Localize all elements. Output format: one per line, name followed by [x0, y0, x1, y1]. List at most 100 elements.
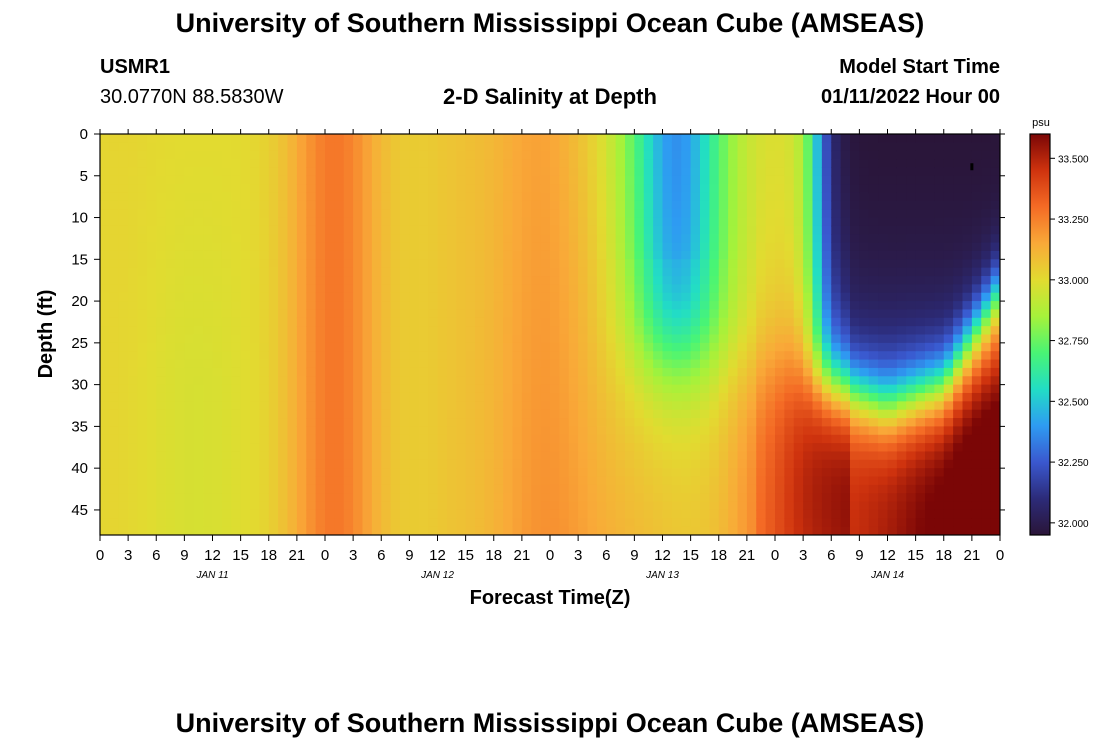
heatmap-cell — [428, 367, 439, 377]
heatmap-cell — [475, 326, 485, 336]
heatmap-cell — [334, 142, 345, 152]
y-tick-label: 35 — [71, 418, 88, 435]
heatmap-cell — [353, 334, 364, 344]
heatmap-cell — [165, 426, 176, 436]
heatmap-cell — [128, 392, 139, 402]
heatmap-cell — [653, 509, 664, 519]
heatmap-cell — [578, 468, 589, 478]
heatmap-cell — [812, 334, 823, 344]
heatmap-cell — [203, 175, 214, 185]
heatmap-cell — [700, 526, 710, 535]
heatmap-cell — [700, 493, 710, 503]
heatmap-cell — [250, 434, 260, 444]
heatmap-cell — [493, 242, 504, 252]
heatmap-cell — [268, 526, 279, 535]
heatmap-cell — [812, 392, 823, 402]
heatmap-cell — [981, 451, 992, 461]
heatmap-cell — [278, 134, 289, 143]
heatmap-cell — [550, 526, 560, 535]
heatmap-cell — [362, 242, 373, 252]
y-tick-label: 30 — [71, 377, 88, 394]
heatmap-cell — [540, 526, 551, 535]
heatmap-cell — [446, 518, 457, 528]
heatmap-cell — [812, 167, 823, 177]
heatmap-cell — [278, 292, 289, 302]
heatmap-cell — [268, 501, 279, 511]
heatmap-cell — [943, 351, 954, 361]
heatmap-cell — [456, 225, 467, 235]
heatmap-cell — [643, 501, 654, 511]
heatmap-cell — [587, 418, 598, 427]
heatmap-cell — [775, 175, 785, 185]
heatmap-cell — [296, 526, 307, 535]
heatmap-cell — [812, 476, 823, 486]
heatmap-cell — [287, 409, 298, 419]
heatmap-cell — [531, 367, 542, 377]
heatmap-cell — [175, 259, 185, 269]
heatmap-cell — [578, 367, 589, 377]
heatmap-cell — [653, 209, 664, 219]
heatmap-cell — [962, 234, 973, 244]
heatmap-cell — [821, 518, 832, 528]
heatmap-cell — [146, 418, 157, 427]
heatmap-cell — [221, 175, 232, 185]
heatmap-cell — [962, 334, 973, 344]
heatmap-cell — [700, 326, 710, 336]
heatmap-cell — [175, 459, 185, 469]
heatmap-cell — [690, 217, 701, 227]
heatmap-cell — [671, 426, 682, 436]
heatmap-cell — [606, 342, 617, 352]
heatmap-cell — [465, 443, 476, 453]
heatmap-cell — [137, 175, 148, 185]
heatmap-cell — [175, 159, 185, 169]
heatmap-cell — [400, 192, 410, 202]
heatmap-cell — [943, 192, 954, 202]
heatmap-cell — [568, 301, 579, 311]
heatmap-cell — [296, 401, 307, 411]
heatmap-cell — [456, 192, 467, 202]
heatmap-cell — [212, 443, 223, 453]
heatmap-cell — [203, 376, 214, 386]
heatmap-cell — [840, 351, 851, 361]
heatmap-cell — [821, 301, 832, 311]
heatmap-cell — [559, 451, 570, 461]
heatmap-cell — [981, 175, 992, 185]
heatmap-cell — [887, 234, 898, 244]
heatmap-cell — [606, 468, 617, 478]
heatmap-cell — [700, 376, 710, 386]
heatmap-cell — [175, 134, 185, 143]
heatmap-cell — [418, 451, 429, 461]
heatmap-cell — [503, 418, 514, 427]
heatmap-cell — [887, 326, 898, 336]
heatmap-cell — [578, 276, 589, 285]
heatmap-cell — [690, 234, 701, 244]
heatmap-cell — [475, 167, 485, 177]
heatmap-cell — [803, 292, 814, 302]
heatmap-cell — [775, 301, 785, 311]
heatmap-cell — [671, 409, 682, 419]
heatmap-cell — [887, 184, 898, 194]
heatmap-cell — [128, 292, 139, 302]
heatmap-cell — [596, 234, 607, 244]
heatmap-cell — [203, 217, 214, 227]
heatmap-cell — [221, 250, 232, 260]
heatmap-cell — [962, 184, 973, 194]
heatmap-cell — [156, 317, 167, 327]
heatmap-cell — [184, 209, 195, 219]
heatmap-cell — [587, 167, 598, 177]
heatmap-cell — [437, 192, 448, 202]
heatmap-cell — [981, 484, 992, 494]
heatmap-cell — [634, 501, 645, 511]
heatmap-cell — [325, 484, 335, 494]
heatmap-cell — [306, 401, 317, 411]
heatmap-cell — [709, 367, 720, 377]
heatmap-cell — [146, 192, 157, 202]
heatmap-cell — [325, 459, 335, 469]
heatmap-cell — [962, 142, 973, 152]
heatmap-cell — [221, 451, 232, 461]
heatmap-cell — [100, 526, 110, 535]
heatmap-cell — [240, 301, 251, 311]
heatmap-cell — [203, 167, 214, 177]
heatmap-cell — [521, 242, 532, 252]
heatmap-cell — [587, 276, 598, 285]
